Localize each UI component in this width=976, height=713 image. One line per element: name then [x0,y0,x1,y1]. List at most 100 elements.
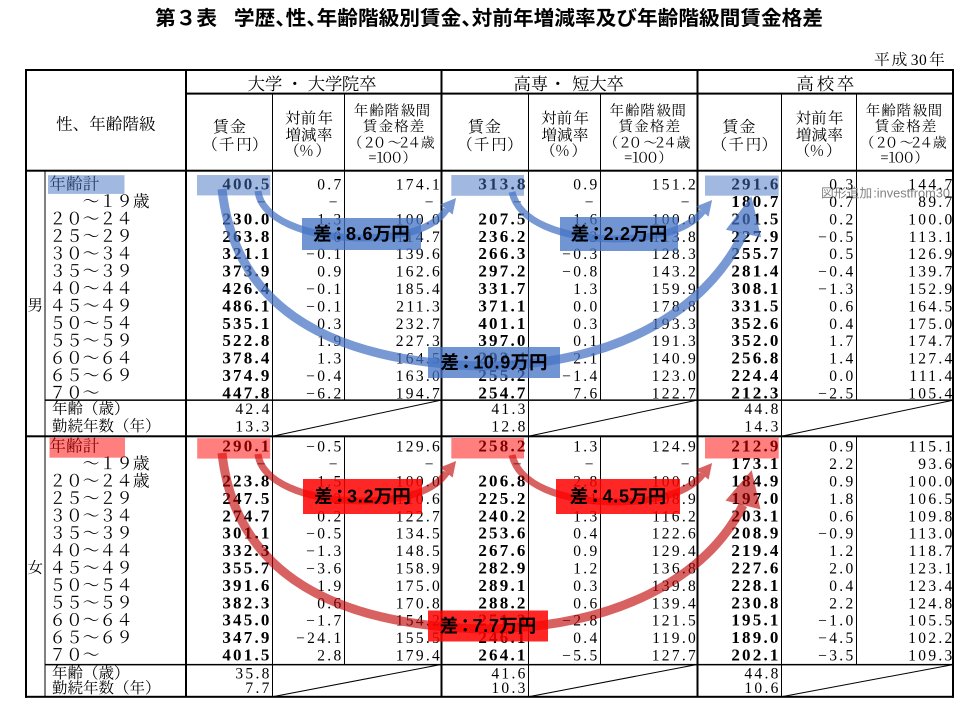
svg-text::investfrom30: :investfrom30 [873,186,950,201]
svg-text:143.2: 143.2 [652,264,698,281]
svg-text:122.6: 122.6 [652,526,698,543]
svg-text:124.8: 124.8 [908,595,954,612]
svg-text:119.0: 119.0 [652,630,698,647]
svg-text:230.0: 230.0 [222,209,271,228]
svg-text:264.1: 264.1 [478,646,527,665]
svg-text:282.9: 282.9 [478,559,527,578]
svg-text:−1.4: −1.4 [562,368,599,385]
svg-text:=: = [880,151,888,167]
svg-text:152.9: 152.9 [908,281,954,298]
svg-text:191.3: 191.3 [652,333,698,350]
svg-text:355.7: 355.7 [222,559,271,578]
svg-text:129.6: 129.6 [396,439,442,456]
svg-text:109.3: 109.3 [908,648,954,665]
svg-text:352.0: 352.0 [731,331,780,350]
svg-text:194.7: 194.7 [396,385,442,402]
svg-text:102.2: 102.2 [908,630,954,647]
svg-text:105.4: 105.4 [908,385,954,402]
svg-text:148.5: 148.5 [396,543,442,560]
svg-text:7.7: 7.7 [245,680,271,697]
svg-text:−3.6: −3.6 [306,561,343,578]
svg-text:111.4: 111.4 [909,368,954,385]
svg-text:0.7: 0.7 [317,177,343,194]
svg-text:−4.5: −4.5 [818,630,855,647]
svg-text:.: . [613,487,618,507]
svg-text:113.1: 113.1 [909,229,955,246]
svg-text:0: 0 [484,353,494,373]
svg-text:.: . [357,224,362,244]
svg-text:2.2: 2.2 [829,456,855,473]
svg-text:225.2: 225.2 [478,489,527,508]
svg-text:2.0: 2.0 [829,561,855,578]
svg-text:522.8: 522.8 [222,331,271,350]
svg-text:0.9: 0.9 [573,177,599,194]
svg-text:−: − [329,456,338,473]
svg-text:44.8: 44.8 [744,665,780,682]
svg-text:208.9: 208.9 [731,524,780,543]
svg-text:232.7: 232.7 [396,316,442,333]
svg-text:5: 5 [619,487,629,507]
svg-text:−0.9: −0.9 [818,526,855,543]
svg-text:2: 2 [363,487,373,507]
svg-text:179.4: 179.4 [396,648,442,665]
svg-text:211.3: 211.3 [396,298,442,315]
svg-text:347.9: 347.9 [222,628,271,647]
svg-text:189.0: 189.0 [731,628,780,647]
svg-text:113.0: 113.0 [909,526,955,543]
svg-text:0.6: 0.6 [573,595,599,612]
svg-text:−0.5: −0.5 [818,229,855,246]
svg-text:−: − [329,194,338,211]
svg-text:308.1: 308.1 [731,279,780,298]
svg-text:159.9: 159.9 [652,281,698,298]
svg-text:124.9: 124.9 [652,439,698,456]
svg-text:−0.5: −0.5 [306,526,343,543]
svg-text:206.8: 206.8 [478,472,527,491]
svg-text:127.4: 127.4 [908,351,954,368]
svg-text:2: 2 [603,224,613,244]
svg-text:1.8: 1.8 [829,491,855,508]
svg-text:175.0: 175.0 [396,578,442,595]
svg-text:118.7: 118.7 [909,543,955,560]
svg-text:=: = [624,151,632,167]
svg-text:185.4: 185.4 [396,281,442,298]
svg-text:331.7: 331.7 [478,279,527,298]
svg-text:345.0: 345.0 [222,611,271,630]
svg-text:288.2: 288.2 [478,593,527,612]
svg-text:195.1: 195.1 [731,611,780,630]
svg-text:230.8: 230.8 [731,593,780,612]
svg-text:12.8: 12.8 [491,418,527,435]
svg-text:41.3: 41.3 [491,401,527,418]
svg-text:0.3: 0.3 [317,316,343,333]
svg-text:−0.1: −0.1 [306,281,343,298]
svg-text:1.7: 1.7 [829,333,855,350]
svg-text:139.6: 139.6 [396,246,442,263]
svg-text:140.9: 140.9 [652,351,698,368]
svg-text:0.6: 0.6 [829,298,855,315]
svg-text:173.1: 173.1 [731,454,780,473]
svg-text:8: 8 [346,224,356,244]
svg-text:−3.5: −3.5 [818,648,855,665]
svg-text:223.8: 223.8 [222,472,271,491]
svg-text:−1.3: −1.3 [306,543,343,560]
svg-text:89.7: 89.7 [918,194,954,211]
svg-text:126.9: 126.9 [908,246,954,263]
svg-text:13.3: 13.3 [235,418,271,435]
svg-text:123.0: 123.0 [652,368,698,385]
svg-text:371.1: 371.1 [478,296,527,315]
svg-text:−2.5: −2.5 [818,385,855,402]
svg-text:0.9: 0.9 [829,439,855,456]
svg-text:297.2: 297.2 [478,262,527,281]
svg-text:123.4: 123.4 [908,578,954,595]
svg-text:397.0: 397.0 [478,331,527,350]
svg-text:240.2: 240.2 [478,506,527,525]
svg-text:−24.1: −24.1 [296,630,343,647]
svg-text:535.1: 535.1 [222,314,271,333]
svg-text:129.4: 129.4 [652,543,698,560]
svg-text:.: . [483,616,488,636]
svg-text:42.4: 42.4 [235,401,271,418]
svg-text:0.3: 0.3 [829,177,855,194]
svg-text:391.6: 391.6 [222,576,271,595]
svg-text:100.0: 100.0 [908,211,954,228]
svg-text:139.7: 139.7 [908,264,954,281]
svg-text:93.6: 93.6 [918,456,954,473]
